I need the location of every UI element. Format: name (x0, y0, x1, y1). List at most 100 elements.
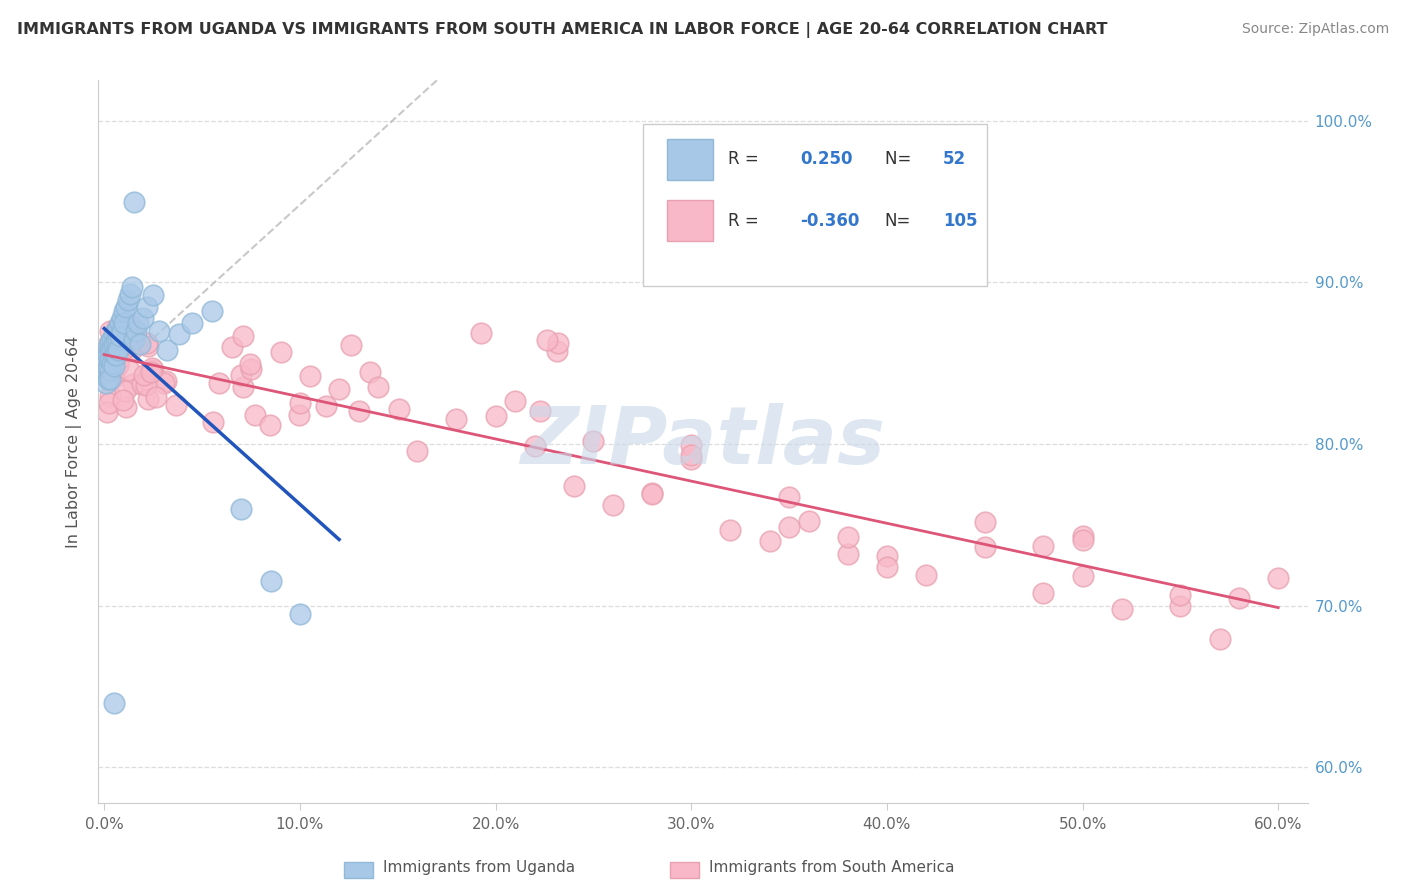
Point (98, 364, 121, 378)
Point (96, 364, 118, 378)
Point (112, 304, 135, 318)
Point (97, 367, 120, 381)
Point (1170, 589, 1192, 603)
Point (101, 332, 124, 346)
Point (98, 343, 121, 358)
Point (141, 361, 163, 376)
Point (114, 400, 136, 414)
Point (98, 388, 121, 402)
Point (122, 194, 145, 209)
Point (124, 324, 146, 338)
Text: 52: 52 (943, 151, 966, 169)
Point (641, 487, 664, 501)
Text: -0.360: -0.360 (800, 211, 859, 230)
Point (118, 362, 141, 376)
Point (1032, 539, 1054, 553)
Point (470, 326, 492, 341)
Point (231, 368, 253, 383)
Point (114, 300, 136, 314)
Point (1170, 599, 1192, 613)
Point (876, 560, 898, 574)
Point (340, 337, 363, 351)
Point (107, 320, 129, 334)
Point (121, 319, 143, 334)
Point (298, 369, 321, 384)
Text: Immigrants from South America: Immigrants from South America (709, 860, 955, 875)
Point (107, 351, 129, 366)
Point (915, 567, 938, 582)
Point (103, 359, 125, 374)
Point (98, 368, 121, 382)
Point (148, 324, 170, 338)
Point (101, 343, 124, 358)
Point (136, 335, 159, 350)
Point (136, 392, 159, 407)
Point (134, 368, 156, 382)
Point (105, 324, 128, 338)
Text: 0.250: 0.250 (800, 151, 852, 169)
Point (546, 343, 568, 358)
Point (97, 348, 120, 362)
Point (446, 412, 468, 426)
Point (108, 328, 131, 343)
Point (107, 343, 129, 358)
Point (98, 372, 121, 386)
Point (1071, 533, 1094, 548)
Point (1032, 585, 1054, 599)
Point (132, 310, 155, 325)
Point (112, 329, 135, 343)
Point (105, 320, 128, 334)
Point (758, 534, 780, 549)
Point (259, 417, 281, 432)
Point (103, 696, 125, 710)
Point (107, 358, 129, 372)
Point (973, 540, 995, 554)
Point (315, 399, 337, 413)
Point (202, 416, 225, 430)
Point (359, 365, 381, 379)
Point (103, 348, 125, 362)
Point (681, 452, 703, 467)
Point (201, 304, 224, 318)
Point (270, 345, 292, 359)
Text: IMMIGRANTS FROM UGANDA VS IMMIGRANTS FROM SOUTH AMERICA IN LABOR FORCE | AGE 20-: IMMIGRANTS FROM UGANDA VS IMMIGRANTS FRO… (17, 22, 1108, 38)
Point (1208, 632, 1230, 647)
Point (100, 324, 122, 338)
FancyBboxPatch shape (344, 862, 373, 878)
Point (547, 335, 569, 350)
Point (288, 607, 311, 621)
Text: N=: N= (884, 151, 917, 169)
Point (103, 336, 125, 351)
Point (97, 396, 120, 410)
Point (121, 342, 143, 356)
Point (837, 547, 859, 561)
Point (1071, 529, 1094, 543)
FancyBboxPatch shape (666, 200, 713, 242)
Point (136, 339, 159, 353)
Text: ZIPatlas: ZIPatlas (520, 402, 886, 481)
Point (97, 340, 120, 354)
Point (111, 343, 134, 357)
Point (165, 399, 187, 413)
Point (101, 341, 124, 355)
Point (367, 380, 389, 394)
Point (328, 382, 350, 396)
Point (142, 363, 165, 377)
Point (156, 343, 179, 358)
Y-axis label: In Labor Force | Age 20-64: In Labor Force | Age 20-64 (66, 335, 83, 548)
Point (128, 336, 150, 351)
Point (98, 335, 121, 350)
Point (108, 316, 131, 330)
Point (778, 520, 800, 534)
Point (778, 490, 800, 504)
Point (131, 377, 153, 392)
Point (876, 549, 898, 563)
Point (101, 356, 124, 370)
Point (1071, 569, 1094, 583)
Point (837, 530, 859, 544)
Point (111, 324, 134, 338)
Point (107, 332, 129, 346)
Point (121, 318, 143, 333)
Point (388, 401, 411, 416)
Point (135, 378, 157, 392)
